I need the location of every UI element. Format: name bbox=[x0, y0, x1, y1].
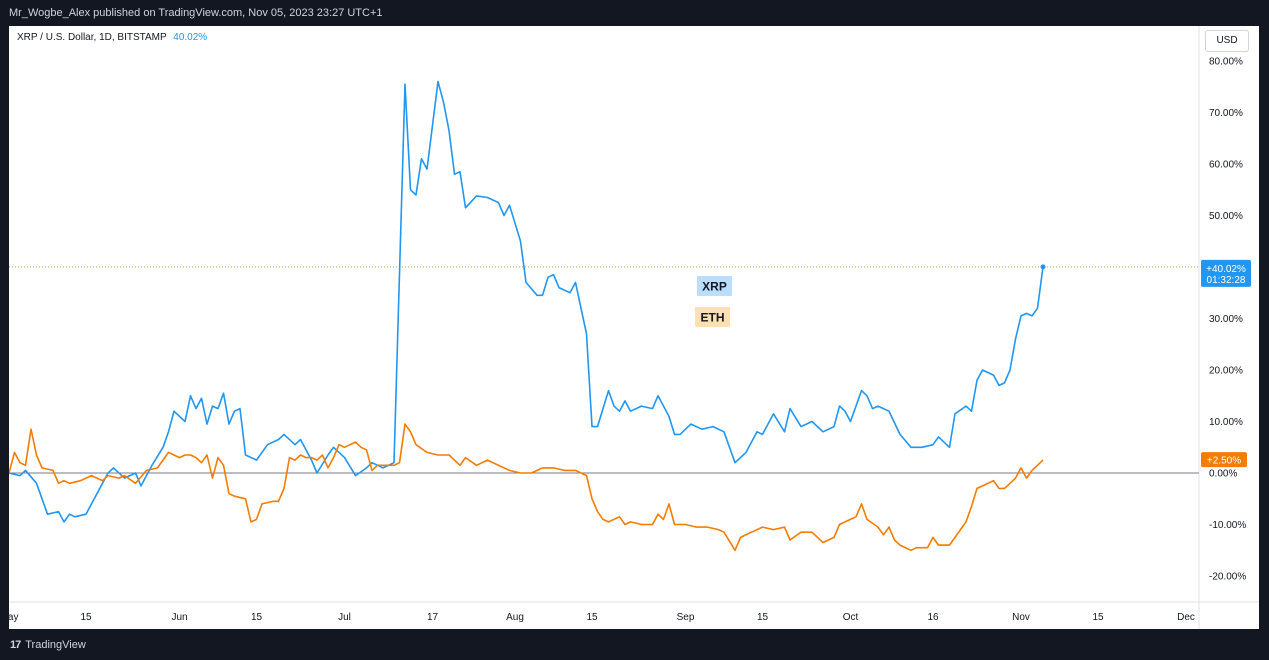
x-tick-label: 15 bbox=[757, 612, 769, 623]
x-tick-label: 15 bbox=[251, 612, 263, 623]
y-tick-label: 70.00% bbox=[1209, 108, 1243, 119]
x-tick-label: May bbox=[9, 612, 18, 623]
x-tick-label: Oct bbox=[843, 612, 859, 623]
x-tick-label: Aug bbox=[506, 612, 524, 623]
price-chart[interactable]: 80.00% 70.00% 60.00% 50.00% 30.00% 20.00% 10.0… bbox=[9, 26, 1259, 629]
y-tick-label: 10.00% bbox=[1209, 417, 1243, 428]
footer-bar: 17 TradingView bbox=[0, 629, 1269, 660]
y-tick-label: 20.00% bbox=[1209, 366, 1243, 377]
y-tick-label: 30.00% bbox=[1209, 314, 1243, 325]
x-tick-label: Jul bbox=[338, 612, 351, 623]
y-tick-label: 80.00% bbox=[1209, 57, 1243, 68]
series-line-xrp bbox=[9, 80, 1044, 523]
xrp-last-point-marker bbox=[1040, 264, 1046, 270]
x-tick-label: 17 bbox=[427, 612, 439, 623]
published-text: Mr_Wogbe_Alex published on TradingView.c… bbox=[9, 7, 383, 19]
y-tick-label: -20.00% bbox=[1209, 572, 1246, 583]
xrp-countdown-label: 01:32:28 bbox=[1207, 275, 1246, 286]
xrp-price-label: +40.02% bbox=[1206, 264, 1246, 275]
y-tick-label: 50.00% bbox=[1209, 211, 1243, 222]
x-tick-label: Dec bbox=[1177, 612, 1195, 623]
tradingview-logo-icon: 17 bbox=[10, 639, 21, 651]
x-tick-label: 15 bbox=[80, 612, 92, 623]
y-tick-label: -10.00% bbox=[1209, 520, 1246, 531]
series-label-eth: ETH bbox=[701, 311, 725, 325]
eth-price-label-bg bbox=[1201, 452, 1247, 468]
tradingview-logo[interactable]: 17 TradingView bbox=[10, 639, 86, 651]
series-line-eth bbox=[9, 423, 1044, 552]
x-tick-label: 16 bbox=[927, 612, 939, 623]
chart-panel[interactable]: 80.00% 70.00% 60.00% 50.00% 30.00% 20.00% 10.0… bbox=[9, 26, 1259, 629]
currency-button[interactable]: USD bbox=[1205, 30, 1249, 52]
tradingview-brand-name: TradingView bbox=[25, 639, 86, 651]
series-label-xrp: XRP bbox=[702, 280, 727, 294]
series-label-bg-xrp bbox=[697, 276, 732, 296]
symbol-legend: XRP / U.S. Dollar, 1D, BITSTAMP 40.02% bbox=[17, 32, 207, 43]
published-header: Mr_Wogbe_Alex published on TradingView.c… bbox=[0, 0, 1269, 26]
x-tick-label: Jun bbox=[171, 612, 187, 623]
x-tick-label: Sep bbox=[677, 612, 695, 623]
x-tick-label: 15 bbox=[1092, 612, 1104, 623]
x-tick-label: Nov bbox=[1012, 612, 1030, 623]
y-tick-label: 0.00% bbox=[1209, 469, 1237, 480]
series-label-bg-eth bbox=[695, 307, 730, 327]
xrp-price-label-bg bbox=[1201, 259, 1251, 287]
eth-price-label: +2.50% bbox=[1207, 456, 1241, 467]
y-tick-label: 60.00% bbox=[1209, 160, 1243, 171]
x-tick-label: 15 bbox=[586, 612, 598, 623]
symbol-title: XRP / U.S. Dollar, 1D, BITSTAMP bbox=[17, 32, 167, 43]
symbol-change: 40.02% bbox=[173, 32, 208, 43]
